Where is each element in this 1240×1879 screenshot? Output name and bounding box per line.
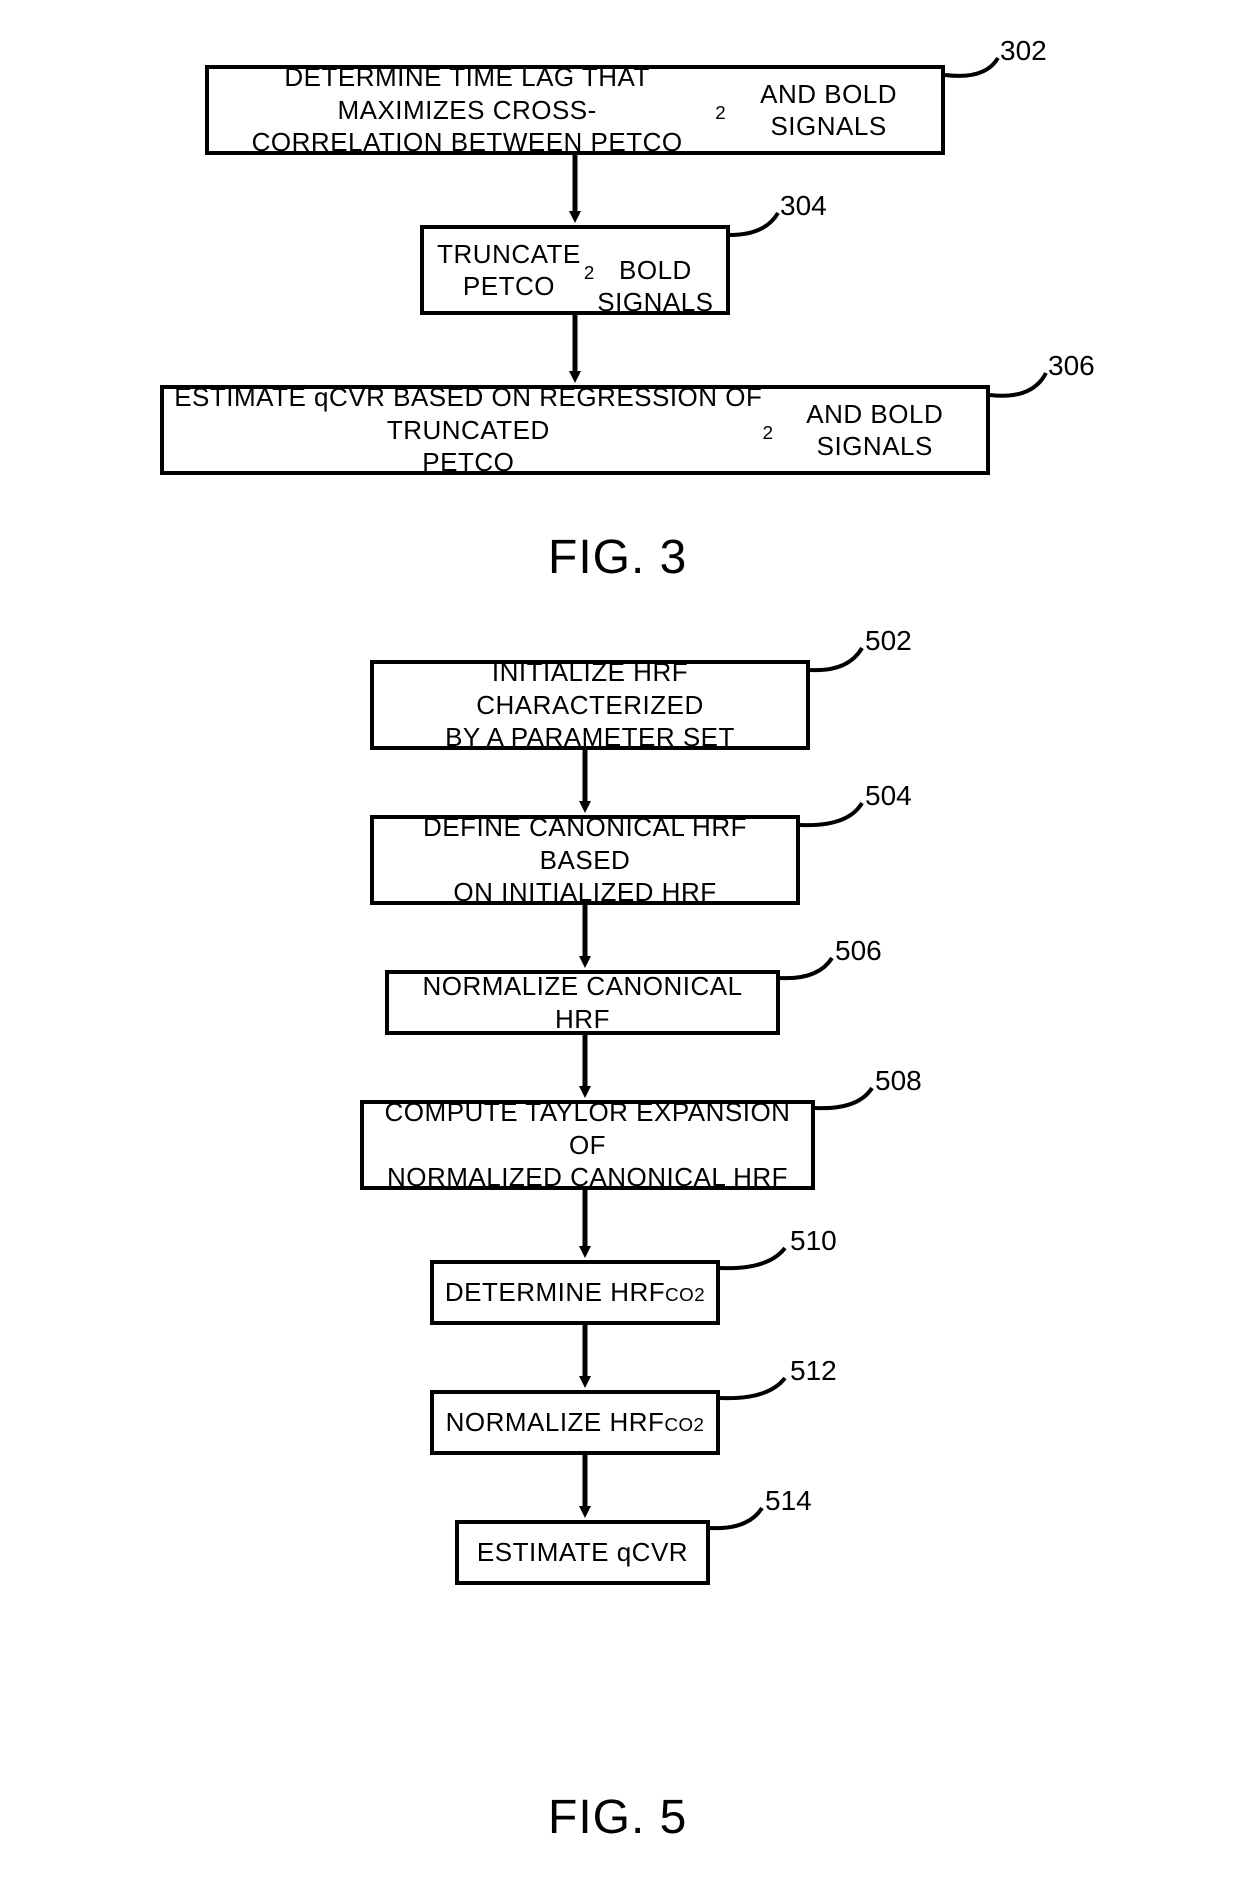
box-512: NORMALIZE HRFCO2 [430, 1390, 720, 1455]
ref-514: 514 [765, 1485, 812, 1517]
ref-508: 508 [875, 1065, 922, 1097]
ref-306: 306 [1048, 350, 1095, 382]
box-510: DETERMINE HRFCO2 [430, 1260, 720, 1325]
box-502: INITIALIZE HRF CHARACTERIZEDBY A PARAMET… [370, 660, 810, 750]
box-304: TRUNCATE PETCO2BOLD SIGNALS [420, 225, 730, 315]
ref-504: 504 [865, 780, 912, 812]
diagram-canvas: DETERMINE TIME LAG THAT MAXIMIZES CROSS-… [0, 0, 1240, 1879]
ref-510: 510 [790, 1225, 837, 1257]
box-514: ESTIMATE qCVR [455, 1520, 710, 1585]
box-508: COMPUTE TAYLOR EXPANSION OFNORMALIZED CA… [360, 1100, 815, 1190]
box-306: ESTIMATE qCVR BASED ON REGRESSION OF TRU… [160, 385, 990, 475]
fig3-label: FIG. 3 [548, 530, 687, 585]
ref-512: 512 [790, 1355, 837, 1387]
box-504: DEFINE CANONICAL HRF BASEDON INITIALIZED… [370, 815, 800, 905]
ref-502: 502 [865, 625, 912, 657]
box-302: DETERMINE TIME LAG THAT MAXIMIZES CROSS-… [205, 65, 945, 155]
box-506: NORMALIZE CANONICAL HRF [385, 970, 780, 1035]
ref-304: 304 [780, 190, 827, 222]
ref-302: 302 [1000, 35, 1047, 67]
fig5-label: FIG. 5 [548, 1790, 687, 1845]
ref-506: 506 [835, 935, 882, 967]
